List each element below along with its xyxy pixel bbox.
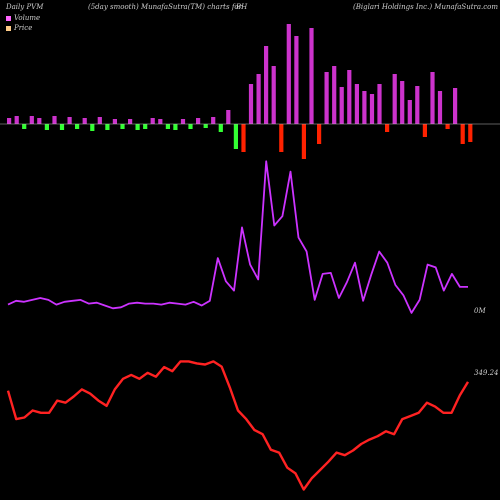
volume-bar	[59, 124, 65, 130]
volume-bar	[211, 117, 216, 124]
volume-bar	[392, 74, 397, 124]
volume-bar	[14, 116, 19, 124]
legend-price-label: Price	[14, 24, 33, 32]
legend-volume-swatch	[6, 15, 11, 21]
legend-volume: Volume	[6, 14, 40, 22]
volume-bar	[271, 66, 276, 124]
volume-bar	[44, 124, 49, 130]
chart-title-middle: (5day smooth) MunafaSutra(TM) charts for	[88, 3, 242, 11]
volume-bar	[158, 119, 163, 124]
volume-bar	[226, 110, 231, 124]
volume-bar	[309, 28, 314, 124]
volume-bar	[128, 119, 133, 124]
volume-bar	[143, 124, 148, 129]
volume-bar	[460, 124, 465, 144]
volume-bar	[165, 124, 170, 129]
volume-bar	[22, 124, 27, 129]
volume-bar	[150, 118, 155, 124]
volume-bar	[324, 72, 329, 124]
volume-bar	[430, 72, 435, 124]
chart-title-right: (Biglari Holdings Inc.) MunafaSutra.com	[353, 3, 499, 11]
volume-bar	[422, 124, 427, 137]
legend-price: Price	[6, 24, 32, 32]
volume-bar	[90, 124, 95, 131]
volume-bar	[415, 86, 420, 124]
volume-bar	[453, 88, 458, 124]
volume-bar	[264, 46, 269, 124]
volume-level-label: 0M	[474, 307, 486, 315]
volume-bar	[377, 84, 382, 124]
price-level-label: 349.24	[474, 369, 499, 377]
legend-price-swatch	[6, 25, 11, 31]
chart-symbol: BH	[236, 3, 248, 11]
volume-bar	[248, 84, 254, 124]
volume-bar	[407, 100, 412, 124]
volume-bar	[468, 124, 473, 142]
volume-bar	[369, 94, 375, 124]
volume-bar	[67, 117, 72, 124]
volume-bar	[218, 124, 223, 132]
volume-bar	[317, 124, 322, 144]
volume-bar	[339, 87, 344, 124]
volume-bar	[233, 124, 238, 149]
volume-bar	[256, 74, 261, 124]
volume-bar	[75, 124, 80, 129]
volume-bar	[180, 119, 186, 124]
chart-title-left: Daily PVM	[6, 3, 44, 11]
volume-bar	[437, 91, 443, 124]
volume-bar	[279, 124, 284, 152]
volume-bar	[196, 118, 201, 124]
volume-bar	[332, 66, 337, 124]
volume-bar	[52, 116, 57, 124]
volume-bar	[347, 70, 352, 124]
volume-bar	[400, 81, 405, 124]
volume-bar	[362, 91, 367, 124]
volume-bar	[37, 118, 42, 124]
volume-bar	[120, 124, 125, 129]
volume-bar	[29, 116, 34, 124]
volume-bar	[173, 124, 178, 130]
volume-bar	[203, 124, 208, 128]
volume-bar	[188, 124, 193, 129]
volume-bar	[354, 84, 359, 124]
volume-bar	[445, 124, 450, 129]
volume-bar	[105, 124, 110, 130]
legend-volume-label: Volume	[14, 14, 41, 22]
volume-bar	[294, 36, 299, 124]
volume-bar	[7, 118, 12, 124]
volume-bar	[241, 124, 246, 152]
volume-bar	[97, 117, 102, 124]
volume-bar	[301, 124, 306, 159]
volume-bar	[135, 124, 140, 130]
price-line	[6, 360, 470, 491]
volume-line	[7, 160, 468, 314]
volume-bar	[82, 118, 87, 124]
volume-bar	[286, 24, 291, 124]
volume-bar	[112, 119, 117, 124]
volume-bar	[385, 124, 390, 132]
